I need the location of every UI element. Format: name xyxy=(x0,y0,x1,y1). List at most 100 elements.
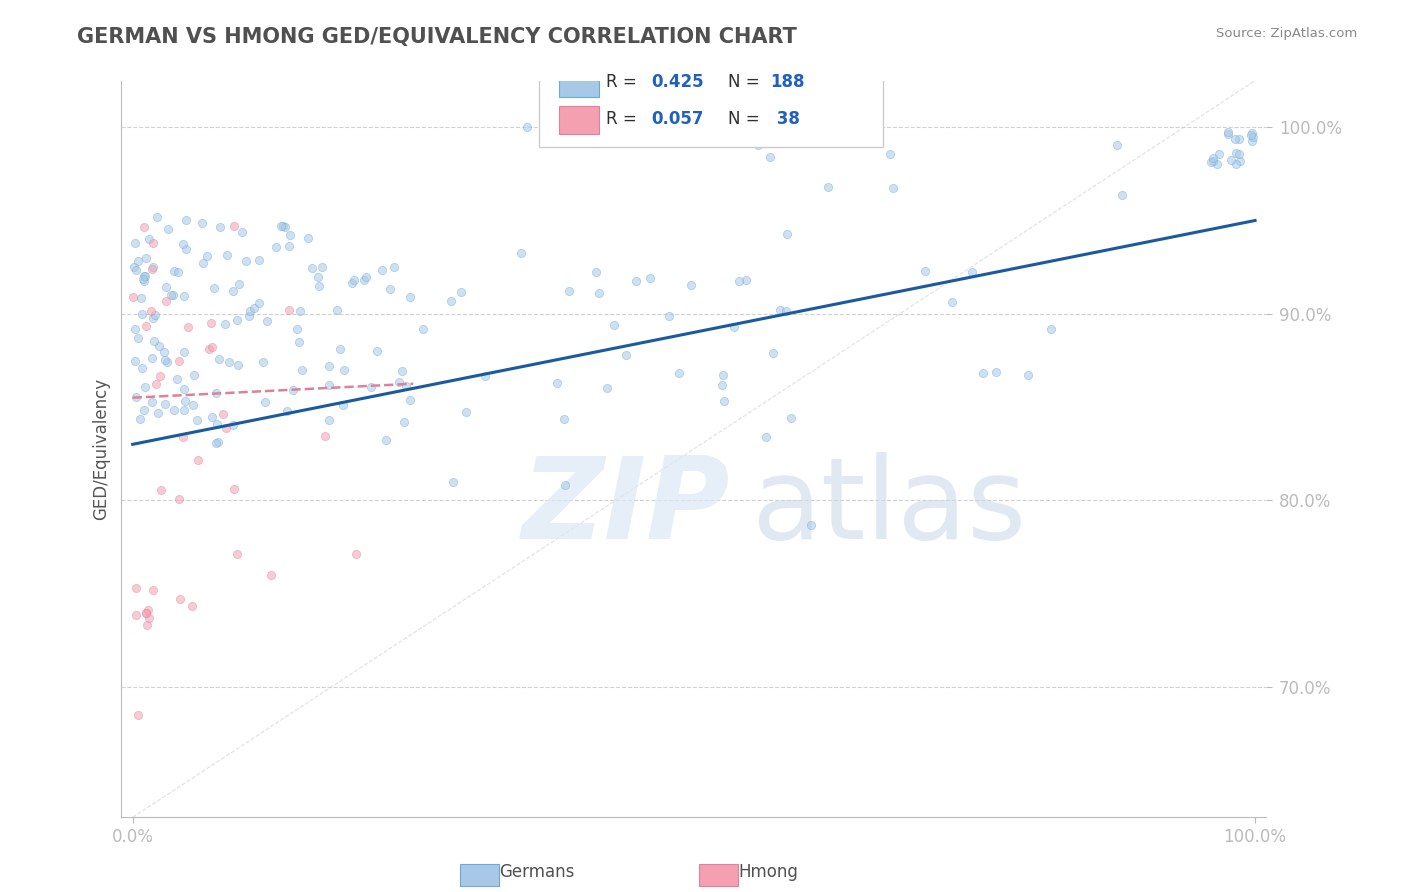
Point xyxy=(640,271,662,285)
Point xyxy=(382,260,405,275)
Point xyxy=(247,295,270,310)
Point xyxy=(124,235,146,250)
Point xyxy=(162,288,184,302)
Point xyxy=(769,302,792,317)
Point xyxy=(474,368,496,383)
Point xyxy=(150,483,173,498)
Point xyxy=(134,268,156,283)
Point xyxy=(291,363,314,377)
Point xyxy=(155,396,177,410)
Point xyxy=(723,320,745,334)
Point xyxy=(1229,153,1251,168)
Point xyxy=(208,351,231,366)
Point xyxy=(163,403,186,417)
Text: 38: 38 xyxy=(770,110,800,128)
Point xyxy=(209,219,232,234)
Point xyxy=(325,302,347,317)
Point xyxy=(148,339,170,353)
Point xyxy=(205,385,228,400)
Point xyxy=(343,273,366,287)
Point xyxy=(775,303,797,318)
Point xyxy=(160,288,183,302)
Point xyxy=(307,269,329,284)
Point xyxy=(614,348,637,362)
Point xyxy=(155,293,177,308)
Point xyxy=(441,475,464,490)
Point xyxy=(1039,321,1062,335)
Point xyxy=(557,284,579,298)
Point xyxy=(329,342,352,356)
Point xyxy=(256,314,278,328)
Point xyxy=(679,277,702,292)
Point xyxy=(762,345,785,359)
Point xyxy=(882,181,904,195)
Point xyxy=(169,354,191,368)
Text: 0.425: 0.425 xyxy=(651,73,704,91)
Point xyxy=(333,363,356,377)
Point xyxy=(960,265,983,279)
Point xyxy=(201,339,224,353)
Point xyxy=(177,319,200,334)
Point xyxy=(131,361,153,376)
Point xyxy=(314,429,336,443)
Point xyxy=(125,390,148,404)
Point xyxy=(1216,127,1239,141)
Text: 188: 188 xyxy=(770,73,806,91)
Point xyxy=(218,355,240,369)
Point xyxy=(200,316,222,330)
Point xyxy=(274,219,297,234)
Point xyxy=(711,378,734,392)
Point xyxy=(141,261,163,276)
Point xyxy=(378,282,401,296)
Point xyxy=(183,368,205,382)
Point xyxy=(139,303,162,318)
Point xyxy=(1111,187,1133,202)
Point xyxy=(1241,126,1264,140)
Point xyxy=(711,368,734,383)
Point xyxy=(149,368,172,383)
Point xyxy=(122,290,145,304)
Point xyxy=(155,280,177,294)
Point xyxy=(588,285,610,300)
Point xyxy=(668,366,690,380)
Point xyxy=(127,707,149,722)
Point xyxy=(941,295,963,310)
Point xyxy=(287,322,309,336)
Point xyxy=(136,603,159,617)
Point xyxy=(153,352,176,367)
Point xyxy=(222,417,245,432)
Point xyxy=(353,273,375,287)
Point xyxy=(387,375,409,389)
Point xyxy=(142,311,165,326)
Point xyxy=(1219,153,1241,168)
Point xyxy=(153,345,176,359)
Point xyxy=(239,304,262,318)
Point xyxy=(398,290,420,304)
Point xyxy=(238,309,260,323)
Point xyxy=(122,260,145,275)
Point xyxy=(914,264,936,278)
Point xyxy=(148,406,170,420)
Point xyxy=(187,453,209,467)
Point xyxy=(124,354,146,368)
Point xyxy=(278,239,301,253)
Point xyxy=(141,395,163,409)
Point xyxy=(125,262,148,277)
Point xyxy=(186,413,208,427)
Point xyxy=(1241,130,1264,145)
Point xyxy=(734,273,756,287)
Point xyxy=(173,289,195,303)
FancyBboxPatch shape xyxy=(558,69,599,97)
Y-axis label: GED/Equivalency: GED/Equivalency xyxy=(93,378,110,520)
FancyBboxPatch shape xyxy=(558,105,599,134)
Point xyxy=(157,222,180,236)
Point xyxy=(205,436,228,450)
Text: Hmong: Hmong xyxy=(738,863,799,881)
Point xyxy=(1227,147,1250,161)
Point xyxy=(222,219,245,234)
Point xyxy=(1216,125,1239,139)
Point xyxy=(516,120,538,135)
Point xyxy=(181,398,204,412)
Point xyxy=(332,398,354,412)
FancyBboxPatch shape xyxy=(540,51,883,147)
